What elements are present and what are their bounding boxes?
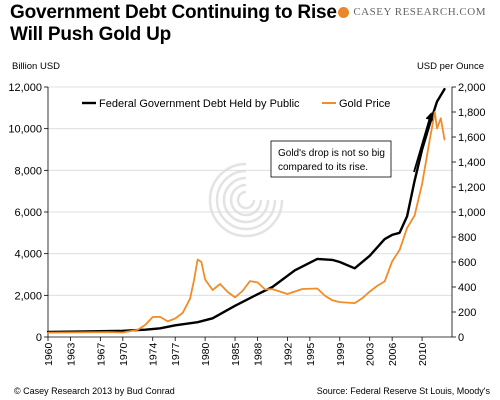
right-tick-label: 600: [458, 257, 476, 269]
gold-series-line: [47, 111, 446, 334]
annotation-arrow: [413, 112, 434, 173]
right-tick-label: 2,000: [458, 82, 486, 94]
x-tick-label: 2010: [417, 342, 429, 366]
left-tick-label: 4,000: [14, 249, 42, 261]
left-tick-label: 8,000: [14, 165, 42, 177]
watermark-ring: [208, 162, 284, 238]
watermark-ring: [215, 169, 277, 231]
right-tick-label: 1,000: [458, 207, 486, 219]
debt-series-line: [46, 87, 446, 334]
legend-debt-label: Federal Government Debt Held by Public: [99, 98, 300, 110]
legend-gold-label: Gold Price: [339, 98, 390, 110]
annotation-text-line-2: compared to its rise.: [278, 162, 368, 173]
watermark-ring: [222, 176, 270, 224]
right-tick-label: 400: [458, 282, 476, 294]
series-lines: [46, 87, 446, 334]
left-tick-label: 10,000: [8, 124, 42, 136]
annotation: Gold's drop is not so big compared to its…: [270, 112, 434, 178]
right-tick-label: 1,600: [458, 132, 486, 144]
x-tick-label: 1992: [282, 342, 294, 366]
x-tick-label: 1970: [118, 342, 130, 366]
right-tick-label: 1,200: [458, 182, 486, 194]
chart-title-line-1: Government Debt Continuing to Rise: [10, 2, 337, 23]
x-tick-label: 1974: [148, 342, 160, 366]
annotation-box: [270, 140, 392, 178]
chart-title: Government Debt Continuing to Rise Will …: [10, 2, 337, 46]
left-tick-label: 0: [36, 332, 42, 344]
left-tick-label: 6,000: [14, 207, 42, 219]
right-tick-label: 200: [458, 307, 476, 319]
right-tick-label: 800: [458, 232, 476, 244]
x-tick-label: 1967: [95, 342, 107, 366]
x-tick-label: 1977: [170, 342, 182, 366]
footer-credit: © Casey Research 2013 by Bud Conrad: [14, 386, 175, 396]
left-axis-title: Billion USD: [12, 61, 61, 72]
x-tick-label: 1988: [252, 342, 264, 366]
annotation-text-line-1: Gold's drop is not so big: [278, 148, 385, 159]
left-tick-label: 12,000: [8, 82, 42, 94]
x-tick-label: 1995: [305, 342, 317, 366]
x-tick-label: 1963: [65, 342, 77, 366]
x-tick-label: 1985: [230, 342, 242, 366]
brand-mark-icon: [338, 6, 350, 18]
right-tick-label: 0: [458, 332, 464, 344]
x-tick-label: 2006: [387, 342, 399, 366]
x-tick-label: 2003: [365, 342, 377, 366]
right-tick-label: 1,800: [458, 107, 486, 119]
legend: Federal Government Debt Held by Public Go…: [82, 98, 390, 110]
right-tick-label: 1,400: [458, 157, 486, 169]
left-axis-ticks: 0 2,000 4,000 6,000 8,000 10,000 12,000: [8, 82, 48, 344]
watermark-ring: [236, 190, 256, 210]
footer-source: Source: Federal Reserve St Louis, Moody'…: [316, 386, 490, 396]
right-axis-title: USD per Ounce: [416, 61, 484, 72]
chart-title-line-2: Will Push Gold Up: [10, 24, 172, 45]
watermark-logo: [208, 162, 284, 238]
brand-logo: CASEY RESEARCH.COM: [338, 6, 486, 18]
x-tick-label: 1999: [335, 342, 347, 366]
left-tick-label: 2,000: [14, 290, 42, 302]
watermark-ring: [229, 183, 263, 217]
x-tick-label: 1960: [43, 342, 55, 366]
right-axis-ticks: 0 200 400 600 800 1,000 1,200 1,400 1,600 1,800 2,…: [452, 82, 486, 344]
x-axis-ticks: 1960 1963 1967 1970 1974 1977 1980 1985 1988 1992…: [43, 337, 429, 366]
x-tick-label: 1980: [200, 342, 212, 366]
brand-text: CASEY RESEARCH.COM: [353, 6, 486, 18]
